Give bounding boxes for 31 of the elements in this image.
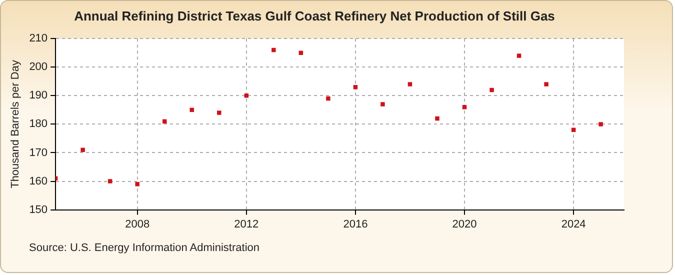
- y-tick-label: 210: [29, 32, 48, 45]
- point: [326, 96, 330, 101]
- x-tick-label: 2024: [561, 218, 586, 230]
- point: [217, 110, 222, 115]
- point: [80, 148, 85, 152]
- point: [408, 82, 412, 86]
- chart-title: Annual Refining District Texas Gulf Coast Refinery Net Production of Still Gas: [74, 8, 555, 24]
- point: [490, 88, 494, 92]
- point: [544, 82, 548, 86]
- point: [516, 54, 522, 58]
- point: [272, 48, 276, 52]
- y-tick-label: 190: [29, 90, 48, 102]
- x-tick-label: 2012: [234, 218, 259, 230]
- point: [298, 50, 304, 55]
- point: [244, 94, 249, 98]
- y-tick-label: 200: [29, 61, 48, 74]
- y-axis-title: Thousand Barrels per Day: [10, 60, 22, 188]
- point: [135, 182, 140, 186]
- x-tick-label: 2020: [452, 218, 477, 230]
- source-note: Source: U.S. Energy Information Administration: [29, 242, 260, 254]
- point: [598, 122, 603, 126]
- point: [435, 116, 440, 121]
- y-tick-label: 170: [29, 146, 48, 159]
- y-tick-label: 180: [29, 118, 48, 130]
- point: [108, 179, 112, 184]
- x-tick-label: 2008: [125, 218, 150, 230]
- point: [162, 119, 167, 124]
- y-tick-label: 160: [29, 175, 48, 188]
- y-tick-label: 150: [29, 204, 48, 216]
- point: [380, 102, 385, 106]
- x-tick-label: 2016: [343, 218, 368, 230]
